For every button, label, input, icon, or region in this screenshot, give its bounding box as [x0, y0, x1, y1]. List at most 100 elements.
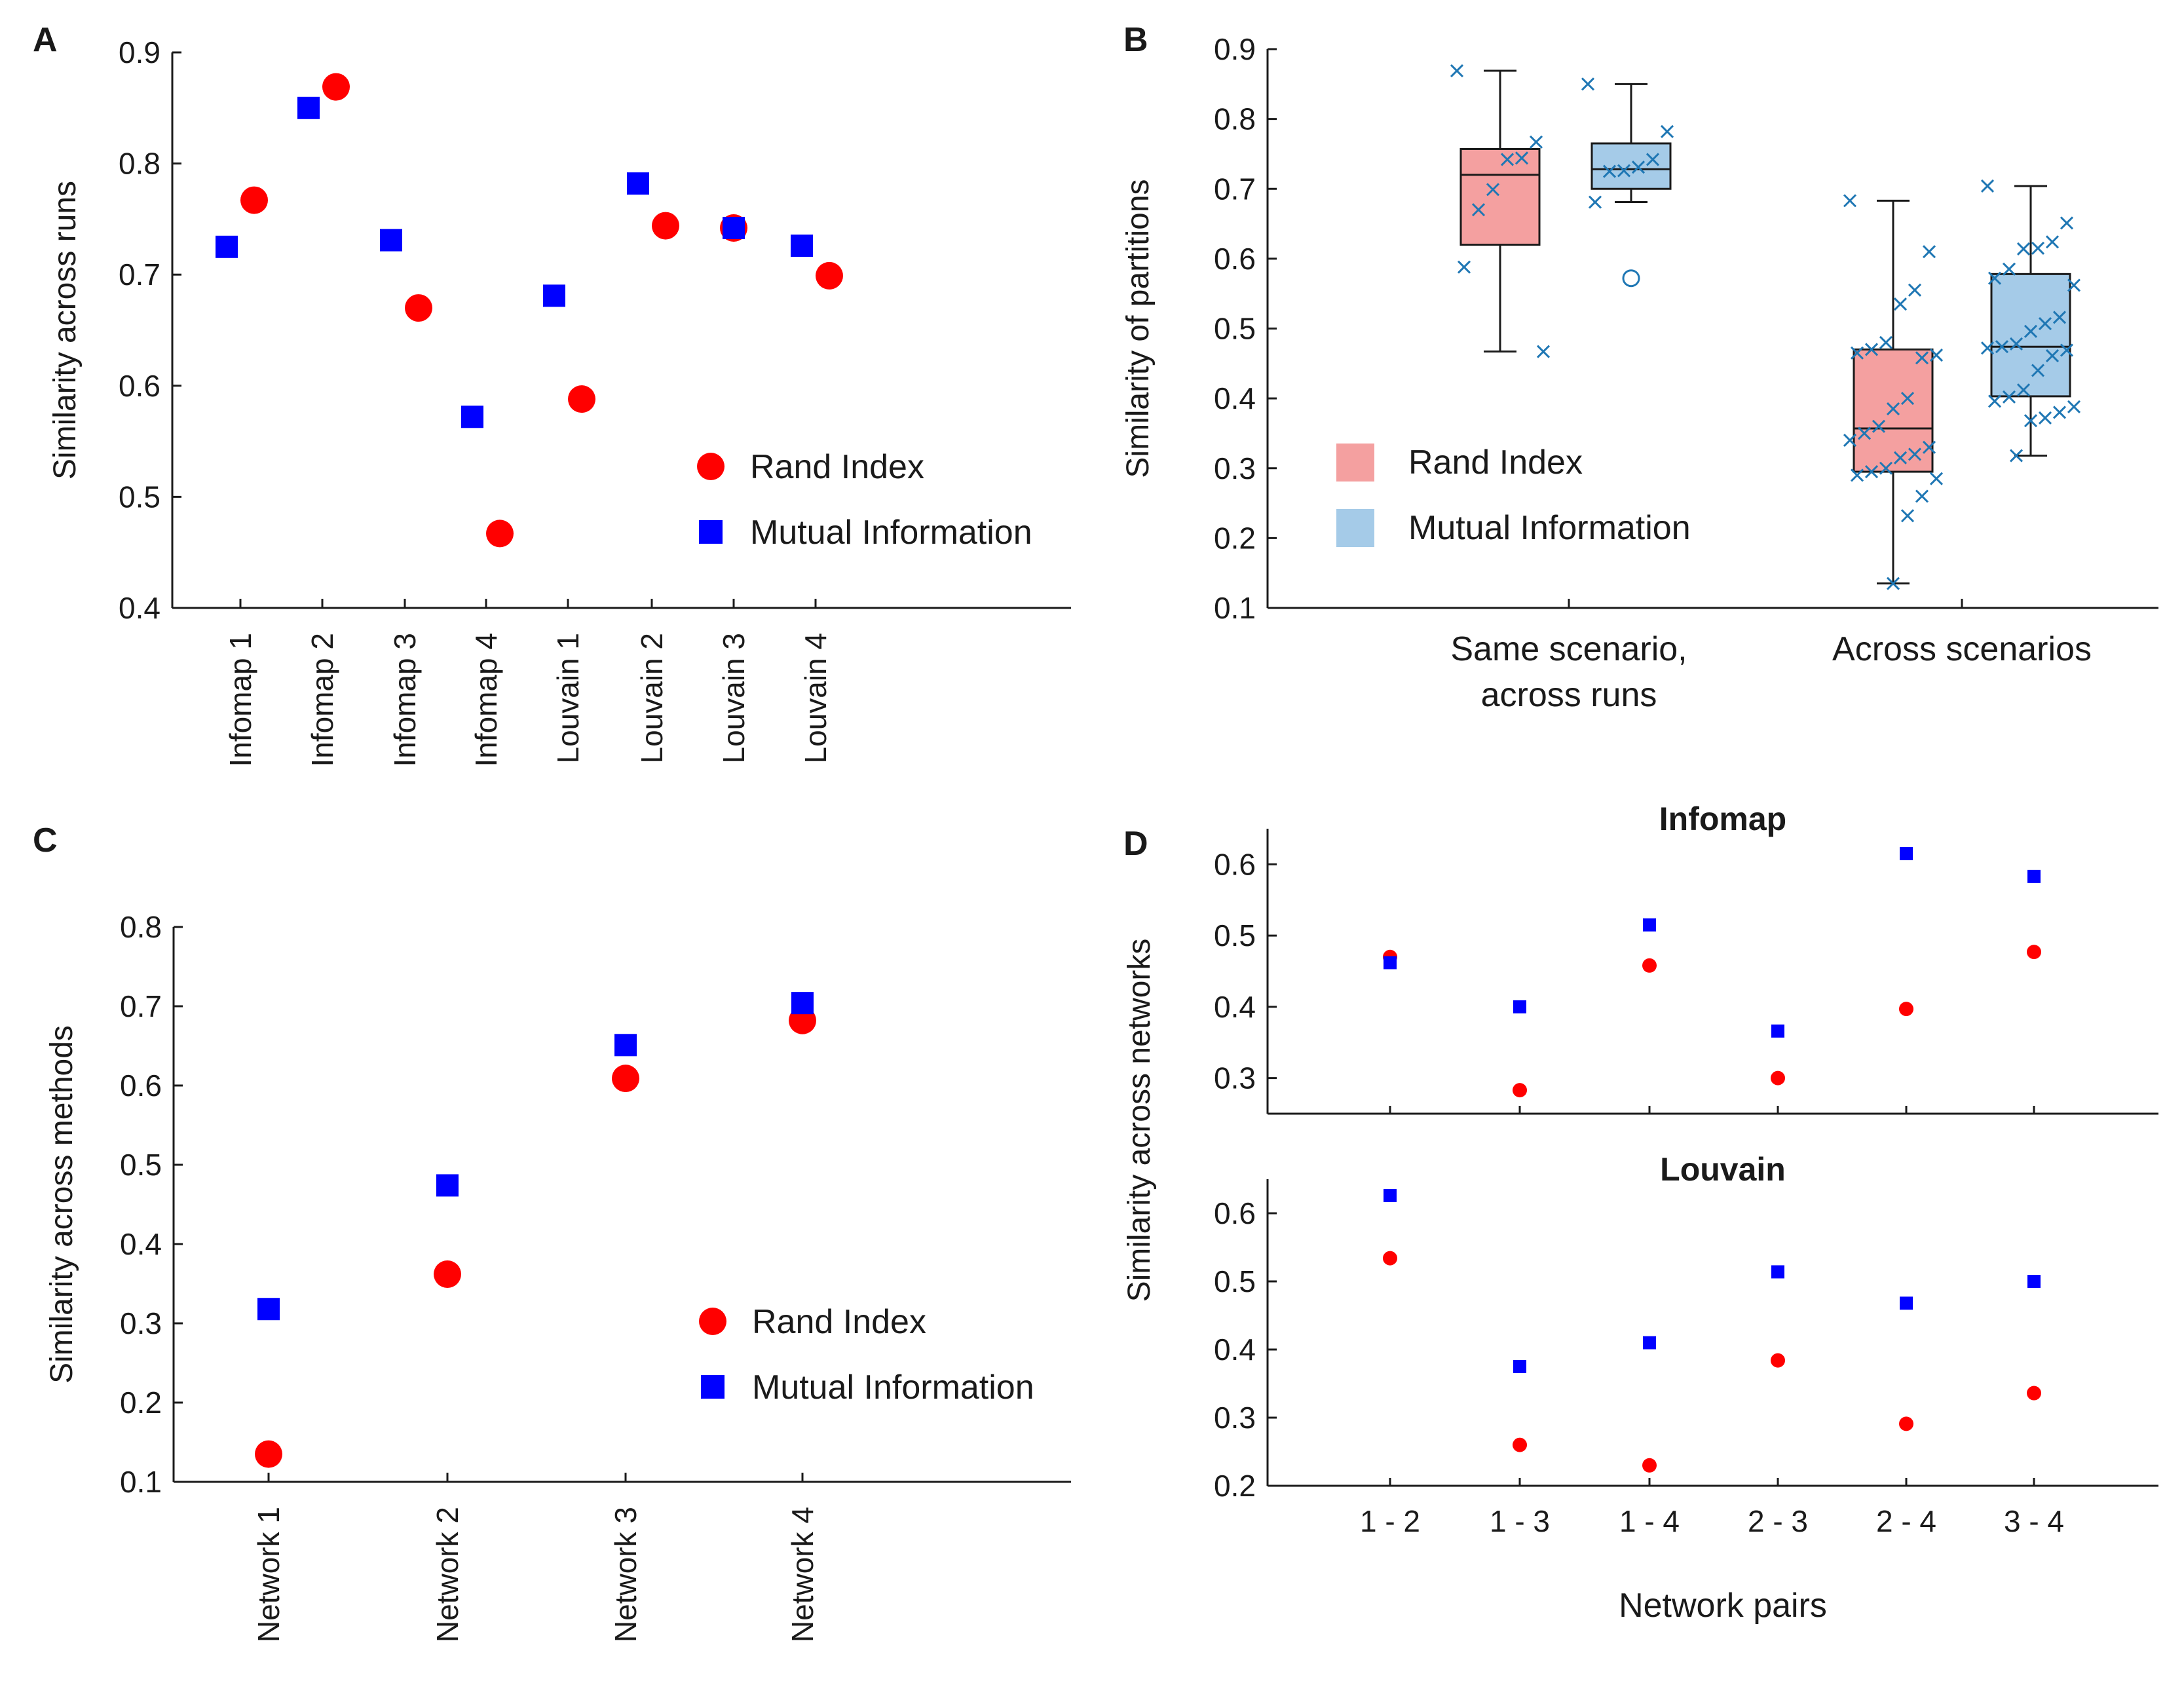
panel-d-louvain-x-tick-label: 2 - 3: [1748, 1504, 1808, 1538]
panel-b-mutual-information-box-2-jitter-point: [2024, 414, 2038, 428]
panel-b-rand-index-box-1-jitter-stroke: [1515, 151, 1529, 165]
panel-a-y-tick-label: 0.6: [119, 369, 160, 403]
panel-c-legend-marker-mutual-information: [701, 1375, 725, 1399]
panel-b-rand-index-box-2-jitter-point: [1893, 451, 1908, 464]
panel-b-rand-index-box-1-jitter-stroke: [1529, 135, 1543, 149]
panel-c-letter: C: [33, 822, 58, 859]
panel-b-x-tick-label: Same scenario,: [1450, 630, 1687, 668]
panel-b-rand-index-box-1-jitter-stroke: [1457, 260, 1471, 274]
panel-c-x-tick-label: Network 3: [609, 1507, 643, 1642]
panel-b-mutual-information-box-2-jitter-point: [1980, 341, 1995, 355]
panel-b-mutual-information-box-1-jitter-stroke: [1617, 164, 1631, 178]
panel-d-infomap-mutual-information-point: [2027, 869, 2041, 883]
panel-c-rand-index-point: [255, 1440, 282, 1468]
panel-b-mutual-information-box-1-outlier: [1622, 269, 1640, 288]
panel-b-mutual-information-box-1-jitter-point: [1660, 124, 1674, 138]
panel-a-x-tick-label: Louvain 4: [799, 633, 833, 764]
panel-d-louvain-y-tick-label: 0.4: [1214, 1332, 1256, 1367]
panel-d-louvain-rand-index-point: [1513, 1437, 1527, 1452]
panel-b-mutual-information-box-2-jitter-point: [2060, 343, 2074, 357]
panel-b-mutual-information-box-2-jitter-stroke: [2002, 262, 2016, 276]
panel-d-louvain-y-tick-label: 0.2: [1214, 1469, 1256, 1503]
panel-a-mutual-information-point: [723, 216, 745, 239]
panel-b-y-tick-label: 0.4: [1214, 381, 1256, 415]
panel-b-mutual-information-box-1-jitter-stroke: [1646, 153, 1660, 166]
panel-c-legend-label-rand-index: Rand Index: [752, 1303, 926, 1341]
panel-d-infomap-rand-index-point: [1771, 1070, 1785, 1086]
panel-c-rand-index-point: [612, 1065, 639, 1093]
panel-a-y-tick-label: 0.4: [119, 591, 160, 625]
panel-d-louvain-mutual-information-point: [1384, 1188, 1397, 1202]
panel-b-mutual-information-box-2-jitter-stroke: [2038, 411, 2052, 425]
panel-b-rand-index-box-2-jitter-point: [1929, 348, 1944, 362]
panel-b-mutual-information-box-2-jitter-stroke: [2060, 343, 2074, 357]
panel-b-mutual-information-box-2-jitter-stroke: [2002, 390, 2016, 404]
panel-d-infomap: 0.3 0.4 0.5 0.6 Infomap D: [1123, 801, 2158, 1115]
panel-b-rand-index-box-2-jitter-stroke: [1893, 297, 1908, 311]
panel-b-rand-index-box-2-jitter-point: [1900, 392, 1915, 406]
panel-b-legend-label-mutual-information: Mutual Information: [1408, 509, 1691, 547]
panel-b-rand-index-box-2-jitter-stroke: [1857, 426, 1872, 440]
panel-d-louvain-mutual-information-point: [1513, 1360, 1526, 1373]
panel-a: A 0.4 0.5 0.6 0.7 0.8 0.9 Similarity across run…: [33, 21, 1071, 767]
panel-a-y-axis-label: Similarity across runs: [48, 181, 83, 480]
panel-b-rand-index-box-2-jitter-stroke: [1908, 283, 1922, 297]
panel-b-y-axis-label: Similarity of partitions: [1121, 179, 1156, 478]
panel-b-mutual-information-box-2-jitter-stroke: [2016, 383, 2031, 397]
panel-b-mutual-information-box-2-jitter-point: [2052, 311, 2067, 324]
panel-a-legend-marker-rand-index: [697, 453, 725, 480]
panel-b-legend-label-rand-index: Rand Index: [1408, 444, 1583, 482]
panel-b-mutual-information-box-1-jitter-stroke: [1588, 195, 1602, 209]
panel-d-x-axis-label: Network pairs: [1619, 1587, 1827, 1625]
panel-b-mutual-information-box-2: [1990, 273, 2071, 398]
panel-d-louvain-rand-index-point: [1899, 1416, 1913, 1431]
panel-d-louvain-rand-index-point: [1771, 1353, 1785, 1368]
panel-b-rand-index-box-2-jitter-stroke: [1850, 468, 1864, 482]
panel-a-legend-label-mutual-information: Mutual Information: [750, 514, 1032, 552]
panel-b-rand-index-box-2-jitter-stroke: [1864, 343, 1879, 356]
panel-b-mutual-information-box-2-jitter-stroke: [2009, 449, 2024, 463]
panel-b-mutual-information-box-2-jitter-point: [2038, 411, 2052, 425]
panel-b-rand-index-box-2-jitter-stroke: [1900, 509, 1915, 523]
panel-c-x-tick-label: Network 1: [252, 1507, 286, 1642]
panel-d-infomap-title: Infomap: [1659, 801, 1786, 837]
panel-d-shared-ylabel: Similarity across networks: [1122, 939, 1157, 1302]
panel-b-mutual-information-box-2-jitter-point: [2002, 390, 2016, 404]
panel-d-louvain-mutual-information-point: [1771, 1265, 1784, 1279]
panel-d-louvain-x-tick-label: 3 - 4: [2004, 1504, 2064, 1538]
panel-a-rand-index-point: [240, 186, 268, 214]
panel-b-rand-index-box-2-jitter-point: [1929, 472, 1944, 485]
panel-b-rand-index-box-1-jitter-stroke: [1471, 203, 1486, 217]
panel-b-mutual-information-box-1-jitter-point: [1588, 195, 1602, 209]
panel-b-rand-index-box-2-jitter-stroke: [1879, 461, 1893, 475]
panel-a-rand-index-point: [405, 294, 432, 322]
panel-d-infomap-mutual-information-point: [1513, 1000, 1526, 1013]
panel-b-mutual-information-box-1-jitter-point: [1631, 161, 1646, 174]
panel-c-legend-label-mutual-information: Mutual Information: [752, 1369, 1034, 1407]
panel-b-rand-index-box-2-jitter-stroke: [1915, 489, 1929, 503]
panel-b-mutual-information-box-2-jitter-point: [2045, 235, 2060, 249]
panel-b-legend-swatch-mutual-information: [1336, 509, 1374, 547]
panel-b-mutual-information-box-2-jitter-stroke: [2031, 241, 2045, 255]
panel-d-infomap-rand-index-point: [1899, 1002, 1913, 1017]
panel-b-mutual-information-box-2-jitter-stroke: [2024, 414, 2038, 428]
panel-b-y-tick-label: 0.7: [1214, 172, 1256, 206]
panel-b-mutual-information-box-2-jitter-stroke: [2024, 324, 2038, 338]
panel-b-mutual-information-box-2-jitter-point: [2009, 337, 2024, 351]
panel-c-y-tick-label: 0.5: [120, 1148, 162, 1182]
panel-d-louvain: 0.2 0.3 0.4 0.5 0.6 Louvain 1 - 2 1 - 3 1 - 4 2 -…: [1214, 1151, 2158, 1625]
panel-d-louvain-x-tick-label: 2 - 4: [1876, 1504, 1936, 1538]
panel-a-rand-index-point: [652, 212, 679, 240]
panel-b-y-tick-label: 0.8: [1214, 102, 1256, 136]
panel-b-rand-index-box-1-jitter-point: [1536, 345, 1551, 358]
panel-b-rand-index-box-1-jitter-point: [1500, 153, 1515, 166]
panel-b-mutual-information-box-2-jitter-point: [2024, 324, 2038, 338]
panel-d-infomap-rand-index-point: [2027, 945, 2041, 960]
panel-b-rand-index-box-2-jitter-point: [1850, 468, 1864, 482]
panel-b-legend-swatch-rand-index: [1336, 444, 1374, 482]
panel-b-rand-index-box-2-jitter-point: [1864, 465, 1879, 479]
panel-b-rand-index-box-2-jitter-stroke: [1843, 194, 1857, 208]
panel-d-infomap-mutual-information-point: [1771, 1024, 1784, 1038]
panel-b-mutual-information-box-2-jitter-stroke: [2067, 400, 2081, 413]
panel-b-y-tick-label: 0.3: [1214, 451, 1256, 485]
